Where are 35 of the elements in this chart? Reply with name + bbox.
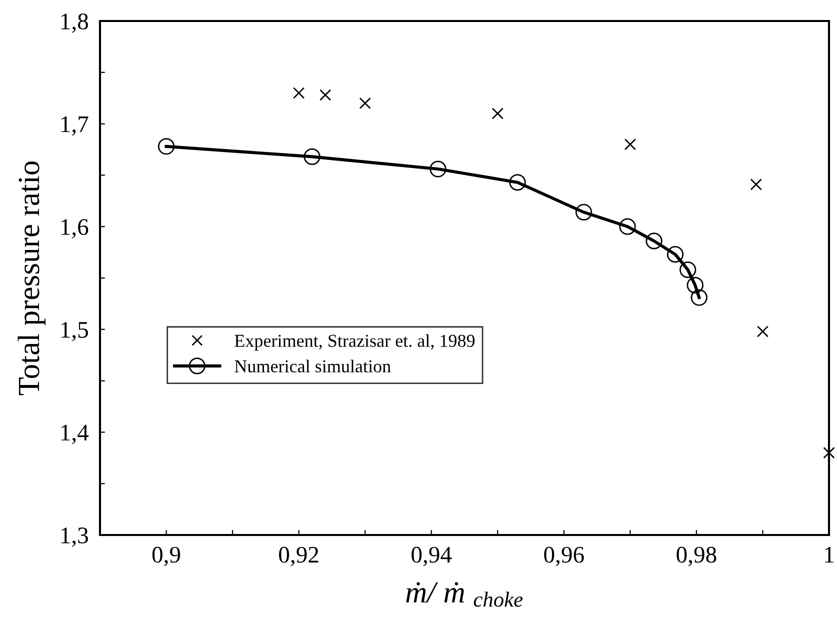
x-tick-label: 1 [825, 546, 834, 562]
x-tick-label: 0,98 [676, 546, 716, 566]
x-tick-label: 0,96 [544, 546, 584, 566]
point [619, 218, 636, 235]
point [292, 87, 305, 99]
x-axis-title: ṁ/ ṁ $_{choke}$ [406, 582, 523, 607]
y-tick-label: 1,3 [61, 528, 88, 547]
point [646, 232, 662, 250]
x-tick-label: 0,92 [279, 546, 318, 566]
point [319, 89, 332, 101]
point [304, 148, 320, 166]
point [750, 178, 762, 190]
point [575, 204, 592, 221]
y-tick-label: 1,8 [61, 13, 88, 33]
y-tick-label: 1,4 [61, 424, 89, 444]
point [158, 138, 175, 155]
legend-label: Numerical simulation [234, 360, 391, 372]
legend-label: Experiment, Strazisar et. al, 1989 [234, 334, 475, 351]
point [359, 97, 371, 110]
point [823, 446, 835, 459]
y-tick-label: 1,7 [61, 116, 88, 136]
x-tick-label: 0,94 [412, 546, 452, 566]
point [690, 289, 708, 306]
x-tick-label: 0,9 [152, 546, 180, 566]
point [666, 246, 684, 263]
y-tick-label: 1,5 [61, 322, 88, 342]
point [430, 160, 446, 178]
point [680, 261, 696, 278]
y-tick-label: 1,6 [61, 219, 88, 238]
point [686, 276, 704, 294]
y-axis-title: Total pressure ratio [18, 161, 46, 396]
point [624, 138, 636, 150]
point [492, 108, 504, 120]
point [509, 174, 526, 191]
point [756, 326, 769, 338]
